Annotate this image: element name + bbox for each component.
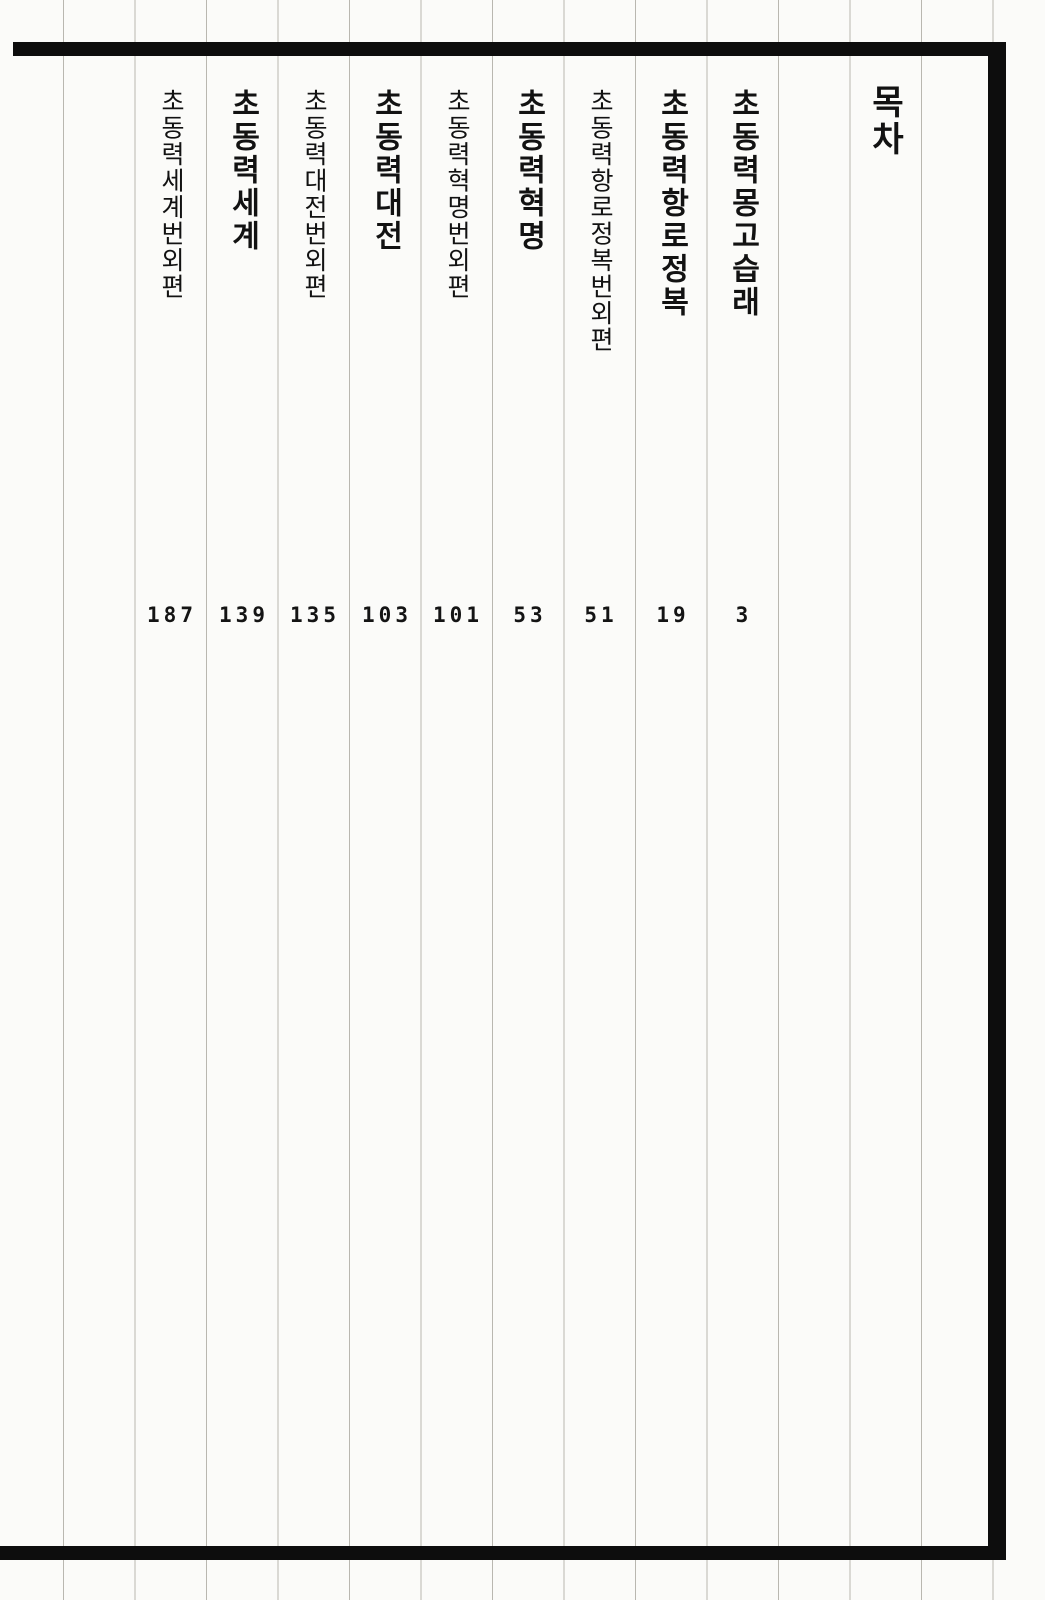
toc-entry-title: 초동력대전번외편 bbox=[300, 88, 327, 300]
toc-entry-page-number: 187 bbox=[147, 603, 197, 627]
toc-entry-page-number: 3 bbox=[735, 603, 753, 627]
toc-entry-title: 초동력혁명번외편 bbox=[443, 88, 470, 300]
frame-right-border bbox=[988, 42, 1006, 1560]
toc-entry-page-number: 53 bbox=[513, 603, 547, 627]
toc-entry-title: 초동력혁명 bbox=[512, 88, 545, 253]
page-title: 목차 bbox=[865, 84, 904, 158]
toc-entry-title: 초동력항로정복번외편 bbox=[586, 88, 613, 353]
toc-entry-title: 초동력세계 bbox=[226, 88, 259, 253]
toc-entry-page-number: 19 bbox=[656, 603, 690, 627]
toc-entry-page-number: 139 bbox=[219, 603, 269, 627]
toc-entry-title: 초동력몽고습래 bbox=[726, 88, 759, 319]
frame-top-border bbox=[13, 42, 1006, 56]
toc-entry-page-number: 135 bbox=[290, 603, 340, 627]
toc-entry-title: 초동력항로정복 bbox=[655, 88, 688, 319]
toc-entry-page-number: 103 bbox=[362, 603, 412, 627]
toc-entry-title: 초동력대전 bbox=[369, 88, 402, 253]
toc-entry-page-number: 101 bbox=[433, 603, 483, 627]
toc-entry-title: 초동력세계번외편 bbox=[157, 88, 184, 300]
toc-entry-page-number: 51 bbox=[584, 603, 618, 627]
frame-bottom-border bbox=[0, 1546, 1006, 1560]
